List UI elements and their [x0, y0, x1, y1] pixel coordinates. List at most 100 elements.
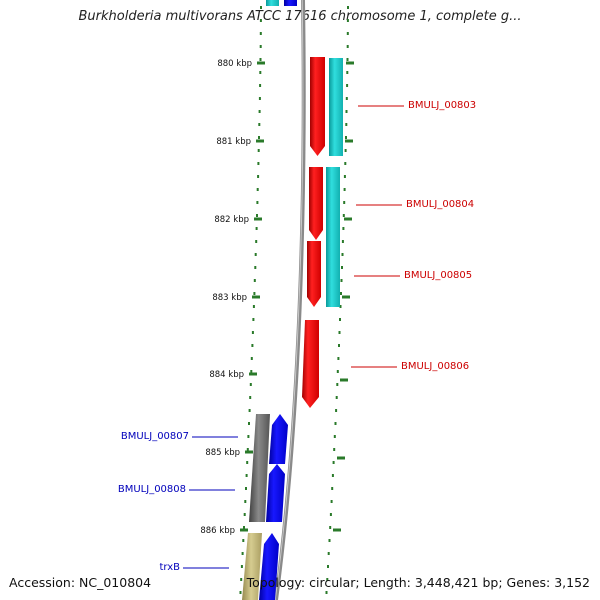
outer-ring-dot: [345, 110, 348, 113]
inner-ring-dot: [259, 32, 262, 35]
major-tick: [245, 450, 253, 454]
inner-ring-dot: [245, 487, 247, 490]
inner-ring-dot: [242, 539, 245, 542]
outer-ring-dot: [347, 6, 349, 9]
position-ticks: 880 kbp 881 kbp 882 kbp 883 kbp 884 kbp 885 k…: [200, 59, 354, 536]
outer-ring-dot: [329, 513, 332, 516]
gene-arrow-BMULJ_00808[interactable]: [266, 464, 285, 522]
inner-ring-dot: [250, 357, 253, 360]
tick-label: 885 kbp: [205, 448, 240, 458]
inner-ring-dot: [256, 214, 258, 217]
inner-ring-dot: [249, 396, 252, 399]
inner-ring-dot: [240, 565, 243, 568]
cds-block[interactable]: [249, 414, 270, 522]
major-tick: [252, 295, 260, 299]
outer-ring-dot: [342, 227, 345, 230]
accession-text: Accession: NC_010804: [9, 575, 152, 590]
inner-ring-dot: [248, 422, 250, 425]
inner-ring-dot: [253, 279, 256, 282]
gene-arrow-BMULJ_00806[interactable]: [302, 320, 319, 408]
outer-ring-dot: [335, 409, 338, 412]
outer-ring-dot: [328, 539, 331, 542]
gene-label-BMULJ_00804[interactable]: BMULJ_00804: [406, 199, 474, 210]
outer-ring-dot: [343, 201, 346, 204]
inner-ring-dot: [259, 45, 262, 48]
outer-major-tick: [346, 61, 354, 65]
inner-ring-dot: [257, 149, 260, 152]
gene-label-BMULJ_00805[interactable]: BMULJ_00805: [404, 270, 472, 281]
inner-ring-dot: [255, 227, 258, 230]
inner-ring-dot: [259, 84, 262, 87]
outer-ring-dot: [336, 383, 339, 386]
outer-ring-dot: [341, 253, 344, 256]
gene-label-BMULJ_00806[interactable]: BMULJ_00806: [401, 361, 469, 372]
outer-major-tick: [333, 528, 341, 532]
cds-track-teal: [326, 58, 343, 307]
inner-ring-dot: [257, 175, 260, 178]
inner-ring-dot: [257, 162, 260, 165]
outer-ring-dot: [346, 45, 349, 48]
map-title: Burkholderia multivorans ATCC 17616 chro…: [78, 9, 522, 24]
inner-ring-dot: [254, 253, 257, 256]
gene-label-trxB[interactable]: trxB: [159, 562, 180, 573]
outer-ring-dot: [343, 188, 346, 191]
outer-ring-dot: [344, 162, 347, 165]
gene-labels: BMULJ_00803 BMULJ_00804 BMULJ_00805 BMULJ_0…: [118, 100, 476, 573]
inner-ring-dot: [254, 266, 257, 269]
gene-arrow-BMULJ_00805[interactable]: [307, 241, 321, 307]
cds-block[interactable]: [329, 58, 343, 156]
inner-ring-dot: [246, 448, 249, 451]
outer-major-tick: [344, 217, 352, 221]
major-tick: [254, 217, 262, 221]
gene-arrow-BMULJ_00807[interactable]: [269, 414, 288, 464]
outer-ring-dot: [342, 214, 345, 217]
inner-ring-dot: [253, 292, 256, 295]
inner-ring-dot: [259, 19, 262, 22]
outer-ring-dot: [331, 474, 334, 477]
reverse-gene-track: [302, 57, 325, 408]
tick-label: 882 kbp: [214, 215, 249, 225]
gene-arrow-BMULJ_00803[interactable]: [310, 57, 325, 156]
outer-major-tick: [340, 378, 348, 382]
outer-ring-dot: [346, 71, 349, 74]
genome-summary-text: Topology: circular; Length: 3,448,421 bp…: [246, 575, 590, 590]
gene-label-BMULJ_00803[interactable]: BMULJ_00803: [408, 100, 476, 111]
inner-ring-dot: [246, 461, 249, 464]
inner-ring-dot: [248, 409, 251, 412]
gene-label-BMULJ_00807[interactable]: BMULJ_00807: [121, 431, 189, 442]
inner-ring-dot: [239, 591, 242, 594]
outer-ring-dot: [341, 266, 343, 269]
outer-ring-dot: [339, 305, 342, 308]
cds-block[interactable]: [326, 167, 340, 307]
tick-label: 881 kbp: [216, 137, 251, 147]
outer-ring-dot: [346, 84, 349, 87]
inner-guide-ring: [239, 6, 262, 594]
cds-track-forward: [242, 414, 270, 600]
outer-ring-dot: [327, 552, 330, 555]
outer-ring-dot: [337, 357, 340, 360]
outer-major-tick: [345, 139, 353, 143]
inner-ring-dot: [244, 500, 247, 503]
gene-arrow-BMULJ_00804[interactable]: [309, 167, 323, 240]
outer-ring-dot: [327, 565, 329, 568]
outer-ring-dot: [335, 396, 338, 399]
inner-ring-dot: [251, 344, 254, 347]
major-tick: [249, 372, 257, 376]
gene-label-BMULJ_00808[interactable]: BMULJ_00808: [118, 484, 186, 495]
cds-block[interactable]: [242, 533, 262, 600]
tick-label: 880 kbp: [217, 59, 252, 69]
outer-ring-dot: [341, 240, 344, 243]
inner-ring-dot: [256, 188, 259, 191]
inner-ring-dot: [250, 370, 253, 373]
outer-ring-dot: [346, 32, 349, 35]
outer-ring-dot: [338, 344, 340, 347]
inner-ring-dot: [260, 6, 262, 9]
tick-label: 884 kbp: [209, 370, 244, 380]
inner-ring-dot: [249, 383, 252, 386]
outer-ring-dot: [344, 149, 347, 152]
gene-arrow-trxB[interactable]: [259, 533, 279, 600]
outer-ring-dot: [339, 318, 341, 321]
inner-ring-dot: [251, 331, 254, 334]
outer-ring-dot: [333, 435, 336, 438]
